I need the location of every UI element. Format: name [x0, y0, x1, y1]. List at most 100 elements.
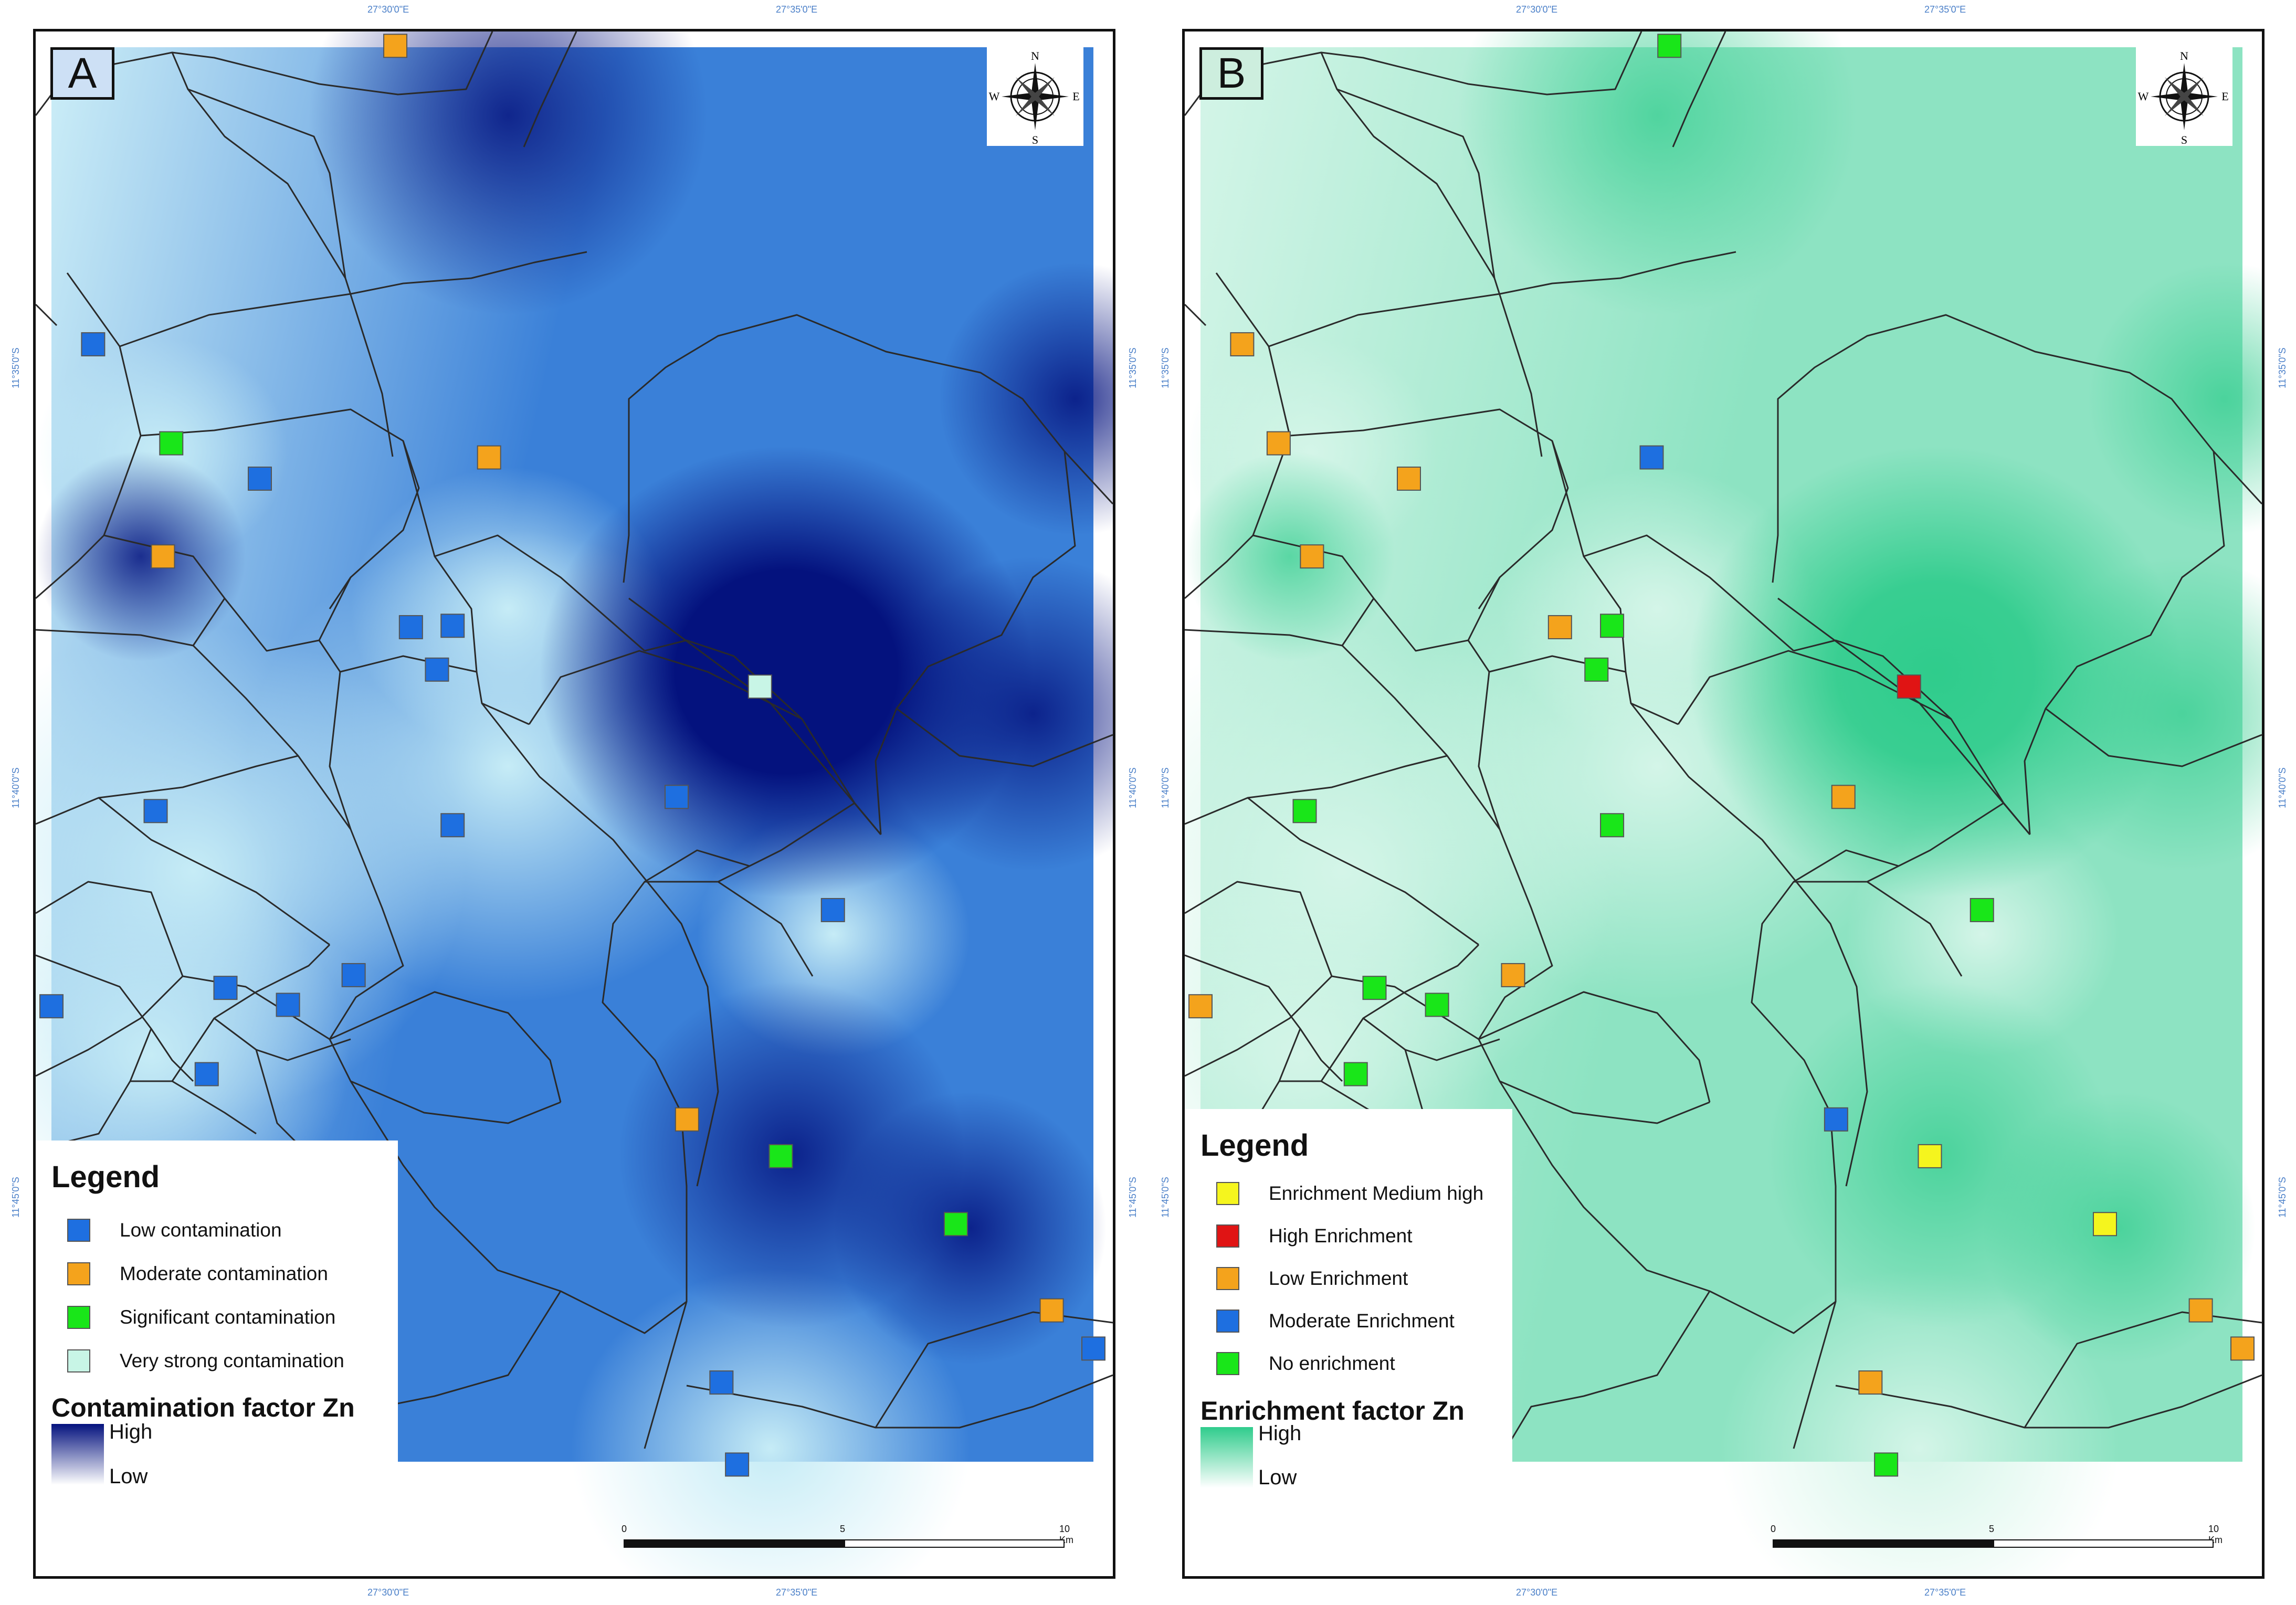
sample-marker-0 — [81, 332, 106, 356]
legend-label: Moderate Enrichment — [1269, 1310, 1455, 1332]
road-line-4 — [523, 31, 577, 147]
road-line-26 — [2045, 708, 2262, 767]
legend-b: Legend Enrichment Medium high High Enric… — [1185, 1109, 1512, 1497]
lat-label-a-left-1: 11°35'0"S — [10, 347, 21, 388]
sample-marker-25 — [2230, 1336, 2255, 1361]
sample-marker-19 — [675, 1107, 699, 1132]
road-line-34 — [1405, 944, 1480, 993]
legend-label: Low Enrichment — [1269, 1268, 1408, 1289]
legend-item-low-enrichment: Low Enrichment — [1216, 1265, 1408, 1292]
road-line-26 — [896, 708, 1113, 767]
sample-marker-7 — [440, 614, 465, 638]
surface-high-zone-1 — [834, 1092, 1107, 1365]
sample-marker-2 — [248, 466, 272, 491]
surface-high-zone-4 — [2025, 556, 2262, 871]
surface-high-zone-2 — [1458, 31, 1857, 315]
road-line-8 — [103, 534, 352, 652]
road-line-23 — [623, 314, 1113, 583]
lon-label-b2-bottom: 27°35'0"E — [1924, 1587, 1966, 1598]
legend-item-significant-contamination: Significant contamination — [67, 1304, 335, 1331]
lat-label-b-left-1: 11°35'0"S — [1160, 347, 1171, 388]
road-line-37 — [1499, 1081, 1836, 1334]
surface-high-zone-5 — [36, 451, 246, 661]
compass-s: S — [1032, 133, 1038, 146]
sample-marker-16 — [1425, 992, 1449, 1017]
scale-tick-0: 0 — [622, 1524, 627, 1534]
lat-label-a-right-1: 11°35'0"S — [1128, 347, 1138, 388]
ramp-low-a: Low — [109, 1465, 148, 1488]
road-line-40 — [2024, 1311, 2262, 1428]
lat-label-a-left-3: 11°45'0"S — [10, 1177, 21, 1218]
sample-marker-21 — [943, 1212, 968, 1237]
sample-marker-18 — [1343, 1062, 1368, 1086]
sample-marker-20 — [768, 1144, 793, 1168]
sample-marker-16 — [276, 992, 300, 1017]
legend-label: Low contamination — [120, 1219, 282, 1241]
panel-label-a: A — [50, 47, 114, 100]
lat-label-b-right-1: 11°35'0"S — [2277, 347, 2288, 388]
sample-marker-13 — [1969, 897, 1994, 922]
lat-label-a-right-2: 11°40'0"S — [1128, 767, 1138, 808]
sample-marker-1 — [159, 431, 184, 456]
surface-high-zone-3 — [939, 262, 1113, 535]
scale-tick-5: 5 — [840, 1524, 846, 1534]
map-panel-b: B N S E W Legend Enrichment Medium high … — [1182, 29, 2265, 1579]
surface-high-zone-5 — [1185, 451, 1395, 661]
sample-marker-17 — [39, 994, 64, 1019]
sample-marker-9 — [143, 799, 168, 823]
sample-marker-4 — [1657, 34, 1682, 58]
legend-title-b: Legend — [1200, 1128, 1309, 1163]
legend-swatch — [67, 1306, 90, 1329]
road-line-0 — [36, 303, 58, 326]
scale-tick-0: 0 — [1771, 1524, 1776, 1534]
ramp-low-b: Low — [1258, 1466, 1297, 1489]
sample-marker-7 — [1600, 614, 1625, 638]
sample-marker-15 — [213, 976, 238, 1000]
sample-marker-3 — [151, 544, 175, 569]
surface-high-zone-1 — [1983, 1092, 2256, 1365]
lat-label-b-left-2: 11°40'0"S — [1160, 767, 1171, 808]
road-line-31 — [130, 1080, 257, 1135]
compass-n: N — [2180, 49, 2188, 62]
map-a-surface — [36, 31, 1113, 1576]
lat-label-a-left-2: 11°40'0"S — [10, 767, 21, 808]
sample-marker-20 — [1918, 1144, 1942, 1168]
road-line-30 — [36, 954, 152, 1150]
sample-marker-1 — [1266, 431, 1291, 456]
legend-item-no-enrichment: No enrichment — [1216, 1350, 1395, 1377]
lat-label-b-left-3: 11°45'0"S — [1160, 1177, 1171, 1218]
sample-marker-4 — [383, 34, 408, 58]
road-line-33 — [1363, 1017, 1500, 1061]
legend-swatch — [1216, 1267, 1239, 1290]
compass-e: E — [1072, 90, 1079, 103]
surface-high-zone-3 — [2088, 262, 2262, 535]
compass-rose-a: N S E W — [987, 47, 1083, 146]
road-line-2 — [187, 89, 346, 279]
road-line-22 — [434, 534, 645, 652]
sample-marker-22 — [2188, 1298, 2213, 1323]
sample-marker-5 — [1639, 445, 1664, 470]
sample-marker-10 — [1600, 813, 1625, 838]
sample-marker-23 — [1858, 1370, 1883, 1395]
road-line-25 — [1777, 597, 2031, 835]
road-line-9 — [1185, 598, 1375, 647]
road-line-27 — [1751, 802, 2004, 1449]
legend-title-a: Legend — [51, 1160, 160, 1194]
road-line-6 — [1268, 251, 1736, 347]
map-panel-a: A N S E W Legend Low contamination Moder… — [33, 29, 1115, 1579]
compass-s: S — [2181, 133, 2187, 146]
scale-bar-a: 0 5 10 Km — [622, 1524, 1073, 1555]
sample-marker-12 — [1897, 674, 1921, 699]
compass-e: E — [2221, 90, 2228, 103]
legend-label: Significant contamination — [120, 1306, 336, 1328]
legend-item-low-contamination: Low contamination — [67, 1217, 282, 1243]
sample-marker-2 — [1397, 466, 1421, 491]
sample-marker-3 — [1300, 544, 1324, 569]
sample-marker-11 — [665, 785, 689, 809]
road-line-8 — [1252, 534, 1501, 652]
road-line-19 — [481, 703, 719, 1187]
sample-marker-0 — [1230, 332, 1255, 356]
sample-marker-25 — [1081, 1336, 1105, 1361]
lon-label-a1-top: 27°30'0"E — [367, 4, 409, 15]
road-line-11 — [36, 755, 299, 825]
